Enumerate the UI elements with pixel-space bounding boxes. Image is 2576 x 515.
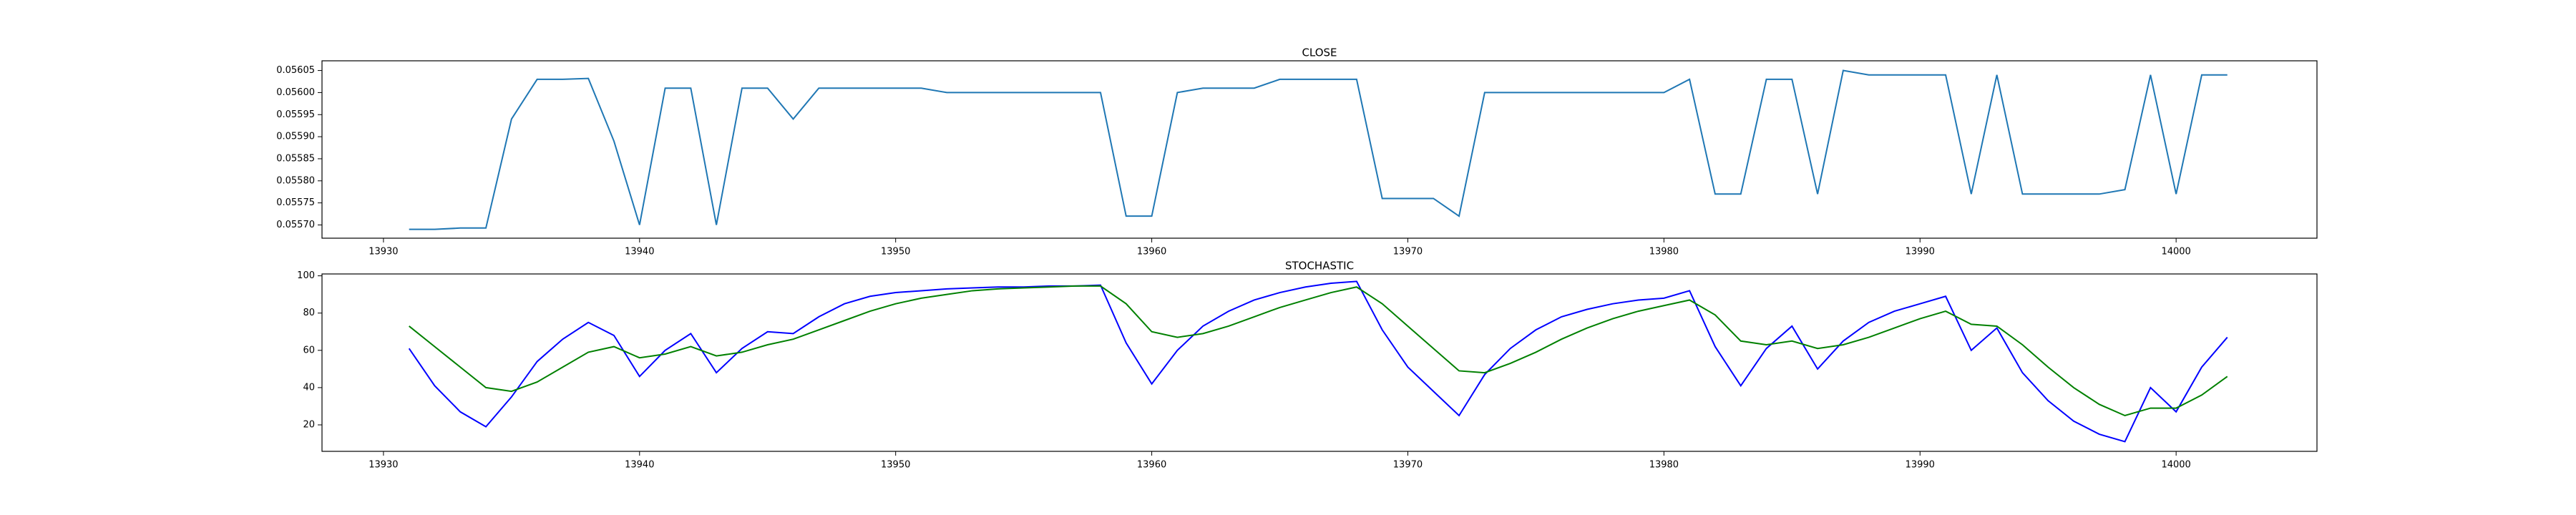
y-tick-label: 0.05590	[276, 132, 315, 142]
y-tick-label: 0.05600	[276, 87, 315, 98]
x-tick-label: 13960	[1137, 247, 1166, 258]
chart-title: STOCHASTIC	[1285, 260, 1354, 273]
x-tick-label: 13990	[1906, 247, 1935, 258]
x-tick-label: 13930	[369, 460, 398, 471]
y-tick-label: 0.05570	[276, 220, 315, 230]
y-tick-label: 100	[297, 270, 315, 281]
y-tick-label: 0.05595	[276, 109, 315, 120]
x-tick-label: 13980	[1649, 247, 1679, 258]
axes-frame	[321, 273, 2318, 452]
x-tick-label: 13960	[1137, 460, 1166, 471]
x-tick-label: 14000	[2161, 460, 2190, 471]
x-tick-label: 13970	[1393, 247, 1423, 258]
chart-title: CLOSE	[1302, 46, 1337, 59]
x-tick-label: 14000	[2161, 247, 2190, 258]
y-tick-label: 0.05580	[276, 175, 315, 186]
x-tick-label: 13930	[369, 247, 398, 258]
y-tick-label: 0.05585	[276, 153, 315, 164]
x-tick-label: 13940	[625, 247, 654, 258]
x-tick-label: 13980	[1649, 460, 1679, 471]
y-tick-label: 0.05575	[276, 197, 315, 208]
axes-frame	[321, 60, 2318, 239]
x-tick-label: 13950	[881, 247, 910, 258]
x-tick-label: 13940	[625, 460, 654, 471]
y-tick-label: 0.05605	[276, 65, 315, 76]
y-tick-label: 60	[303, 345, 315, 355]
series-line	[409, 69, 2228, 230]
x-tick-label: 13970	[1393, 460, 1423, 471]
series-line	[409, 285, 2228, 417]
y-tick-label: 40	[303, 382, 315, 393]
y-tick-label: 20	[303, 420, 315, 431]
x-tick-label: 13990	[1906, 460, 1935, 471]
series-line	[408, 280, 2228, 443]
y-tick-label: 80	[303, 308, 315, 318]
x-tick-label: 13950	[881, 460, 910, 471]
